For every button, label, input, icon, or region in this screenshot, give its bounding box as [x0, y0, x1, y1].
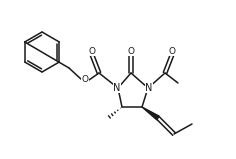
Text: O: O — [169, 46, 176, 55]
Text: O: O — [127, 46, 135, 55]
Text: N: N — [145, 83, 153, 93]
Polygon shape — [142, 107, 159, 120]
Text: N: N — [113, 83, 121, 93]
Text: O: O — [81, 76, 88, 84]
Text: O: O — [88, 46, 96, 55]
